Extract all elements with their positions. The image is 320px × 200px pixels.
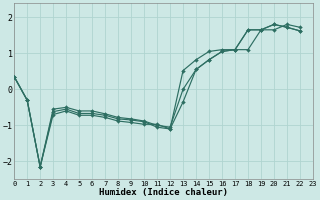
X-axis label: Humidex (Indice chaleur): Humidex (Indice chaleur) <box>99 188 228 197</box>
